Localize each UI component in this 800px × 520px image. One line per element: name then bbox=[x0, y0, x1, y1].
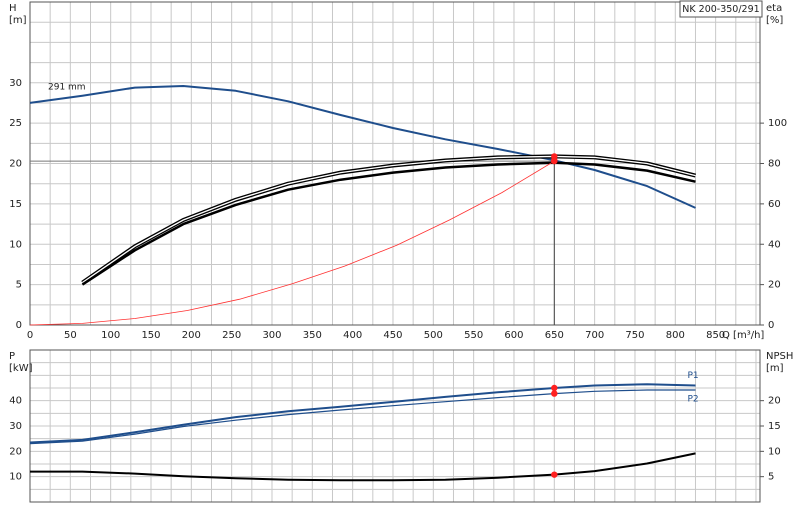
x-tick-label: 450 bbox=[383, 330, 402, 341]
series-label: P1 bbox=[687, 371, 698, 381]
y-tick-label: 0 bbox=[16, 320, 22, 331]
y-tick-label: 10 bbox=[9, 239, 22, 250]
x-tick-label: 700 bbox=[585, 330, 604, 341]
y-tick-label: 40 bbox=[9, 396, 22, 407]
curve bbox=[29, 160, 555, 326]
x-tick-label: 50 bbox=[64, 330, 77, 341]
y2-tick-label: 80 bbox=[768, 159, 781, 170]
curve-inner bbox=[82, 155, 696, 284]
x-tick-label: 0 bbox=[27, 330, 33, 341]
y2-tick-label: 20 bbox=[768, 396, 781, 407]
x-tick-label: 550 bbox=[464, 330, 483, 341]
curve bbox=[30, 452, 696, 482]
x-tick-label: 750 bbox=[625, 330, 644, 341]
y-tick-label: 25 bbox=[9, 118, 22, 129]
operating-dot bbox=[551, 390, 558, 397]
x-tick-label: 250 bbox=[222, 330, 241, 341]
operating-dot bbox=[551, 157, 558, 165]
y-tick-label: 30 bbox=[9, 421, 22, 432]
y-tick-label: 20 bbox=[9, 159, 22, 170]
x-tick-label: 350 bbox=[303, 330, 322, 341]
y2-tick-label: 100 bbox=[768, 118, 787, 129]
operating-dot bbox=[551, 384, 558, 392]
curve bbox=[29, 383, 696, 444]
y-axis-unit: [kW] bbox=[9, 363, 33, 374]
operating-dot bbox=[551, 153, 558, 160]
curve bbox=[29, 389, 696, 445]
y2-tick-label: 0 bbox=[768, 320, 774, 331]
series-label: 291 mm bbox=[48, 82, 86, 92]
y2-tick-label: 60 bbox=[768, 199, 781, 210]
y2-axis-unit: [%] bbox=[766, 15, 783, 26]
y-axis-label: H bbox=[9, 3, 17, 14]
x-tick-label: 850 bbox=[706, 330, 725, 341]
x-axis-label: Q [m³/h] bbox=[722, 330, 764, 341]
y2-tick-label: 5 bbox=[768, 472, 774, 483]
chart-title: NK 200-350/291 bbox=[682, 4, 759, 15]
y2-tick-label: 15 bbox=[768, 421, 781, 432]
y-tick-label: 20 bbox=[9, 446, 22, 457]
y2-axis-label: eta bbox=[766, 3, 782, 14]
y2-axis-label: NPSH bbox=[766, 351, 793, 362]
x-tick-label: 650 bbox=[545, 330, 564, 341]
y-axis-unit: [m] bbox=[9, 15, 27, 26]
y-axis-label: P bbox=[9, 351, 15, 362]
x-tick-label: 150 bbox=[141, 330, 160, 341]
x-tick-label: 100 bbox=[101, 330, 120, 341]
y-tick-label: 30 bbox=[9, 78, 22, 89]
title-box bbox=[679, 0, 763, 18]
y2-tick-label: 20 bbox=[768, 280, 781, 291]
operating-dot bbox=[551, 471, 558, 478]
x-tick-label: 200 bbox=[182, 330, 201, 341]
x-tick-label: 800 bbox=[666, 330, 685, 341]
y2-axis-unit: [m] bbox=[766, 363, 784, 374]
x-tick-label: 400 bbox=[343, 330, 362, 341]
curve bbox=[29, 85, 696, 209]
y-tick-label: 5 bbox=[16, 280, 22, 291]
y-tick-label: 10 bbox=[9, 472, 22, 483]
x-tick-label: 600 bbox=[504, 330, 523, 341]
series-label: P2 bbox=[687, 395, 698, 405]
x-tick-label: 500 bbox=[424, 330, 443, 341]
y2-tick-label: 10 bbox=[768, 446, 781, 457]
curve bbox=[81, 161, 696, 286]
plot-frame bbox=[29, 1, 761, 326]
y2-tick-label: 40 bbox=[768, 239, 781, 250]
plot-frame bbox=[29, 349, 761, 503]
y-tick-label: 15 bbox=[9, 199, 22, 210]
x-tick-label: 300 bbox=[262, 330, 281, 341]
